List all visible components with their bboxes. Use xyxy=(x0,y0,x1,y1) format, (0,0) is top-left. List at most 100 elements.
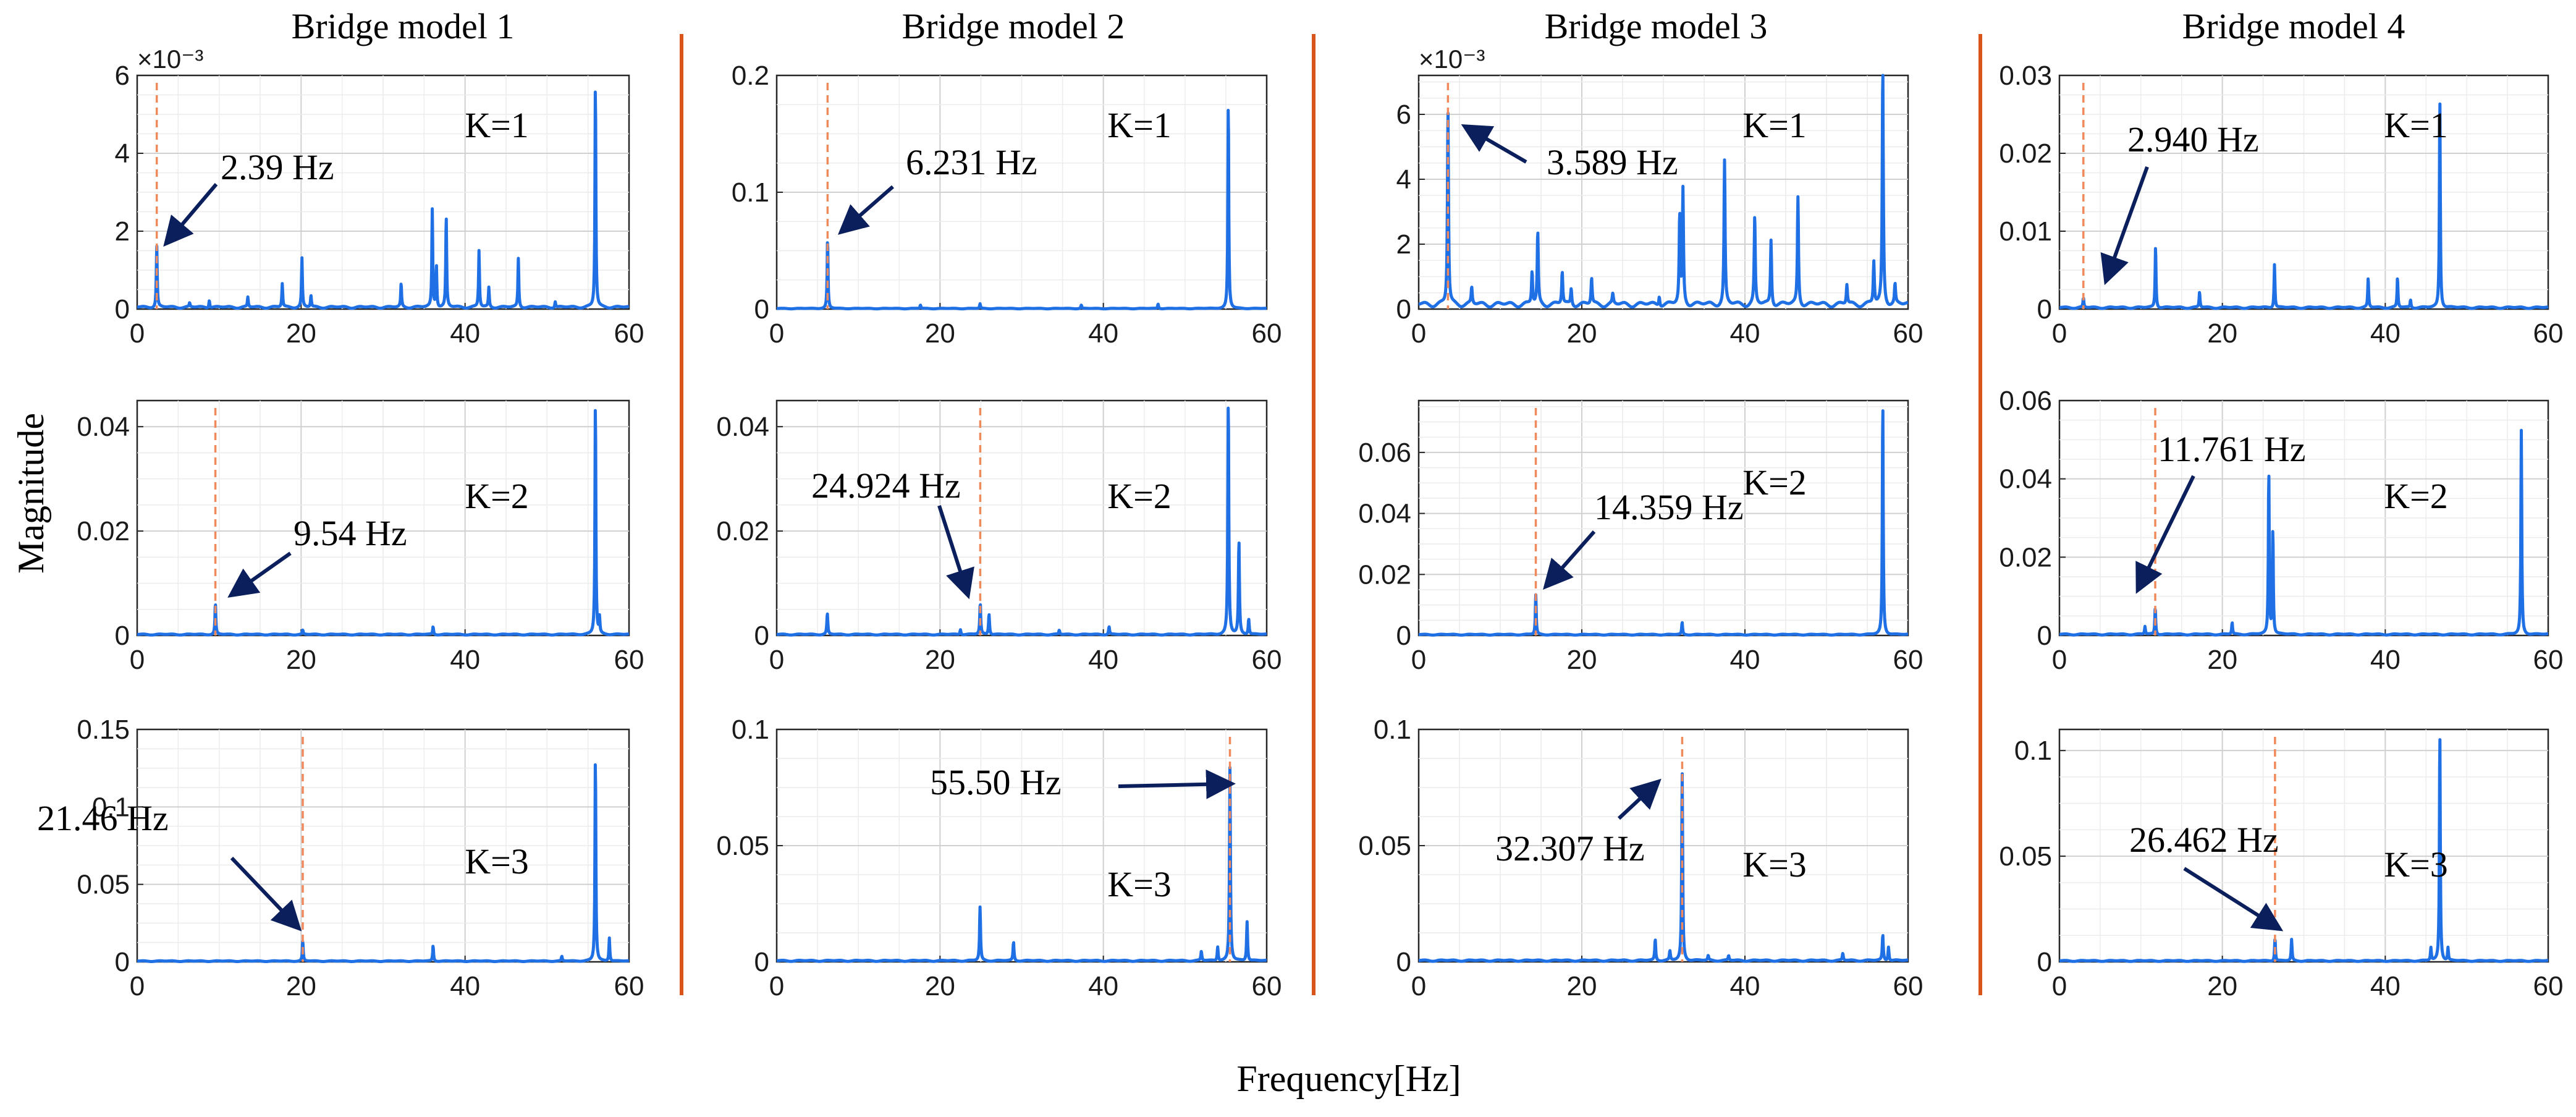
panel-3-k1: 0 20 40 60 0 2 4 6 ×10⁻³ 3.589 Hz K=1 xyxy=(1396,45,1924,349)
y-tick-label: 0.04 xyxy=(1358,499,1411,529)
column-title-3: Bridge model 3 xyxy=(1545,6,1768,46)
k-label: K=2 xyxy=(1742,462,1807,503)
spectrum-line xyxy=(2058,102,2549,310)
panel-1-k1: 0 20 40 60 0 2 4 6×10⁻³ 2.39 Hz K=1 xyxy=(115,45,644,349)
panel-2-k3: 0 20 40 60 0 0.05 0.1 55.50 Hz K=3 xyxy=(716,715,1282,1001)
peak-frequency-label: 14.359 Hz xyxy=(1594,487,1744,527)
k-label: K=2 xyxy=(465,476,529,516)
x-tick-label: 40 xyxy=(1730,318,1760,349)
k-label: K=2 xyxy=(1107,476,1172,516)
y-tick-label: 0 xyxy=(1396,947,1411,977)
peak-frequency-label: 3.589 Hz xyxy=(1547,142,1678,182)
spectrum-line xyxy=(775,406,1268,637)
x-tick-label: 20 xyxy=(286,318,316,349)
x-tick-label: 20 xyxy=(1567,971,1597,1001)
x-tick-label: 40 xyxy=(450,971,480,1001)
column-title-2: Bridge model 2 xyxy=(902,6,1125,46)
column-title-4: Bridge model 4 xyxy=(2182,6,2405,46)
spectrum-line xyxy=(136,409,630,637)
peak-frequency-label: 26.462 Hz xyxy=(2129,820,2279,860)
spectrum-line xyxy=(136,90,630,310)
spectrum-line xyxy=(136,763,630,963)
x-tick-label: 40 xyxy=(2370,645,2401,675)
x-tick-label: 0 xyxy=(130,971,145,1001)
peak-arrow xyxy=(1118,769,1236,799)
panel-1-k2: 0 20 40 60 0 0.02 0.04 9.54 Hz K=2 xyxy=(77,399,644,675)
spectrum-line xyxy=(2058,738,2549,963)
peak-frequency-label: 21.46 Hz xyxy=(37,798,169,838)
k-label: K=2 xyxy=(2384,476,2448,516)
x-tick-label: 0 xyxy=(2052,971,2067,1001)
k-label: K=1 xyxy=(1107,105,1172,145)
peak-arrow xyxy=(1617,778,1662,820)
x-tick-label: 20 xyxy=(925,971,955,1001)
y-tick-label: 2 xyxy=(1396,229,1411,260)
k-label: K=3 xyxy=(1107,864,1172,904)
column-title-1: Bridge model 1 xyxy=(292,6,515,46)
k-label: K=1 xyxy=(2384,105,2448,145)
k-label: K=1 xyxy=(1742,105,1807,145)
y-tick-label: 0 xyxy=(754,294,769,325)
y-tick-label: 0 xyxy=(1396,294,1411,325)
x-tick-label: 0 xyxy=(1411,645,1426,675)
y-tick-label: 0.1 xyxy=(732,177,769,208)
y-tick-label: 0 xyxy=(115,947,130,977)
y-tick-label: 0.06 xyxy=(1358,438,1411,468)
spectrum-line xyxy=(775,109,1268,311)
k-label: K=3 xyxy=(465,841,529,881)
y-tick-label: 0.05 xyxy=(77,870,130,900)
y-tick-label: 0.02 xyxy=(1358,559,1411,590)
y-tick-label: 0.04 xyxy=(77,412,130,442)
k-label: K=3 xyxy=(1742,844,1807,885)
y-tick-label: 0 xyxy=(115,621,130,651)
y-tick-label: 0.01 xyxy=(1999,216,2052,247)
y-tick-label: 0.1 xyxy=(1374,715,1411,745)
x-tick-label: 60 xyxy=(1893,971,1924,1001)
x-tick-label: 60 xyxy=(1893,318,1924,349)
x-tick-label: 60 xyxy=(614,318,644,349)
k-label: K=3 xyxy=(2384,844,2448,885)
peak-frequency-label: 24.924 Hz xyxy=(811,465,961,506)
x-tick-label: 0 xyxy=(130,645,145,675)
x-tick-label: 0 xyxy=(2052,318,2067,349)
peak-arrow xyxy=(2135,475,2195,594)
x-tick-label: 40 xyxy=(450,645,480,675)
k-label: K=1 xyxy=(465,105,529,145)
x-tick-label: 0 xyxy=(1411,318,1426,349)
y-tick-label: 0 xyxy=(2037,621,2052,651)
x-tick-label: 60 xyxy=(1252,971,1282,1001)
x-tick-label: 60 xyxy=(1893,645,1924,675)
y-tick-label: 0.04 xyxy=(716,412,769,442)
y-tick-label: 0.04 xyxy=(1999,464,2052,495)
peak-arrow xyxy=(163,183,218,247)
spectrum-line xyxy=(1417,74,1909,309)
panel-2-k2: 0 20 40 60 0 0.02 0.04 24.924 Hz K=2 xyxy=(716,399,1282,675)
x-tick-label: 60 xyxy=(614,645,644,675)
x-tick-label: 60 xyxy=(2533,971,2564,1001)
peak-arrow xyxy=(230,856,302,932)
y-tick-label: 0.15 xyxy=(77,715,130,745)
x-tick-label: 40 xyxy=(2370,318,2401,349)
x-tick-label: 20 xyxy=(925,645,955,675)
x-tick-label: 20 xyxy=(2207,318,2237,349)
peak-arrow xyxy=(2183,867,2284,932)
y-tick-label: 0.02 xyxy=(716,516,769,546)
y-tick-label: 0.05 xyxy=(1999,841,2052,872)
y-tick-label: 0.03 xyxy=(1999,61,2052,91)
peak-frequency-label: 2.39 Hz xyxy=(221,147,334,187)
peak-frequency-label: 6.231 Hz xyxy=(906,142,1037,182)
panel-2-k1: 0 20 40 60 0 0.1 0.2 6.231 Hz K=1 xyxy=(732,61,1282,349)
y-tick-label: 0 xyxy=(1396,621,1411,651)
x-tick-label: 20 xyxy=(286,645,316,675)
x-tick-label: 60 xyxy=(1252,645,1282,675)
x-tick-label: 40 xyxy=(2370,971,2401,1001)
x-tick-label: 60 xyxy=(614,971,644,1001)
y-exponent-label: ×10⁻³ xyxy=(1419,45,1485,74)
y-tick-label: 0 xyxy=(2037,294,2052,325)
y-tick-label: 0.02 xyxy=(1999,138,2052,169)
peak-frequency-label: 2.940 Hz xyxy=(2127,119,2259,159)
spectrum-line xyxy=(1417,772,1909,963)
x-tick-label: 40 xyxy=(1088,971,1118,1001)
